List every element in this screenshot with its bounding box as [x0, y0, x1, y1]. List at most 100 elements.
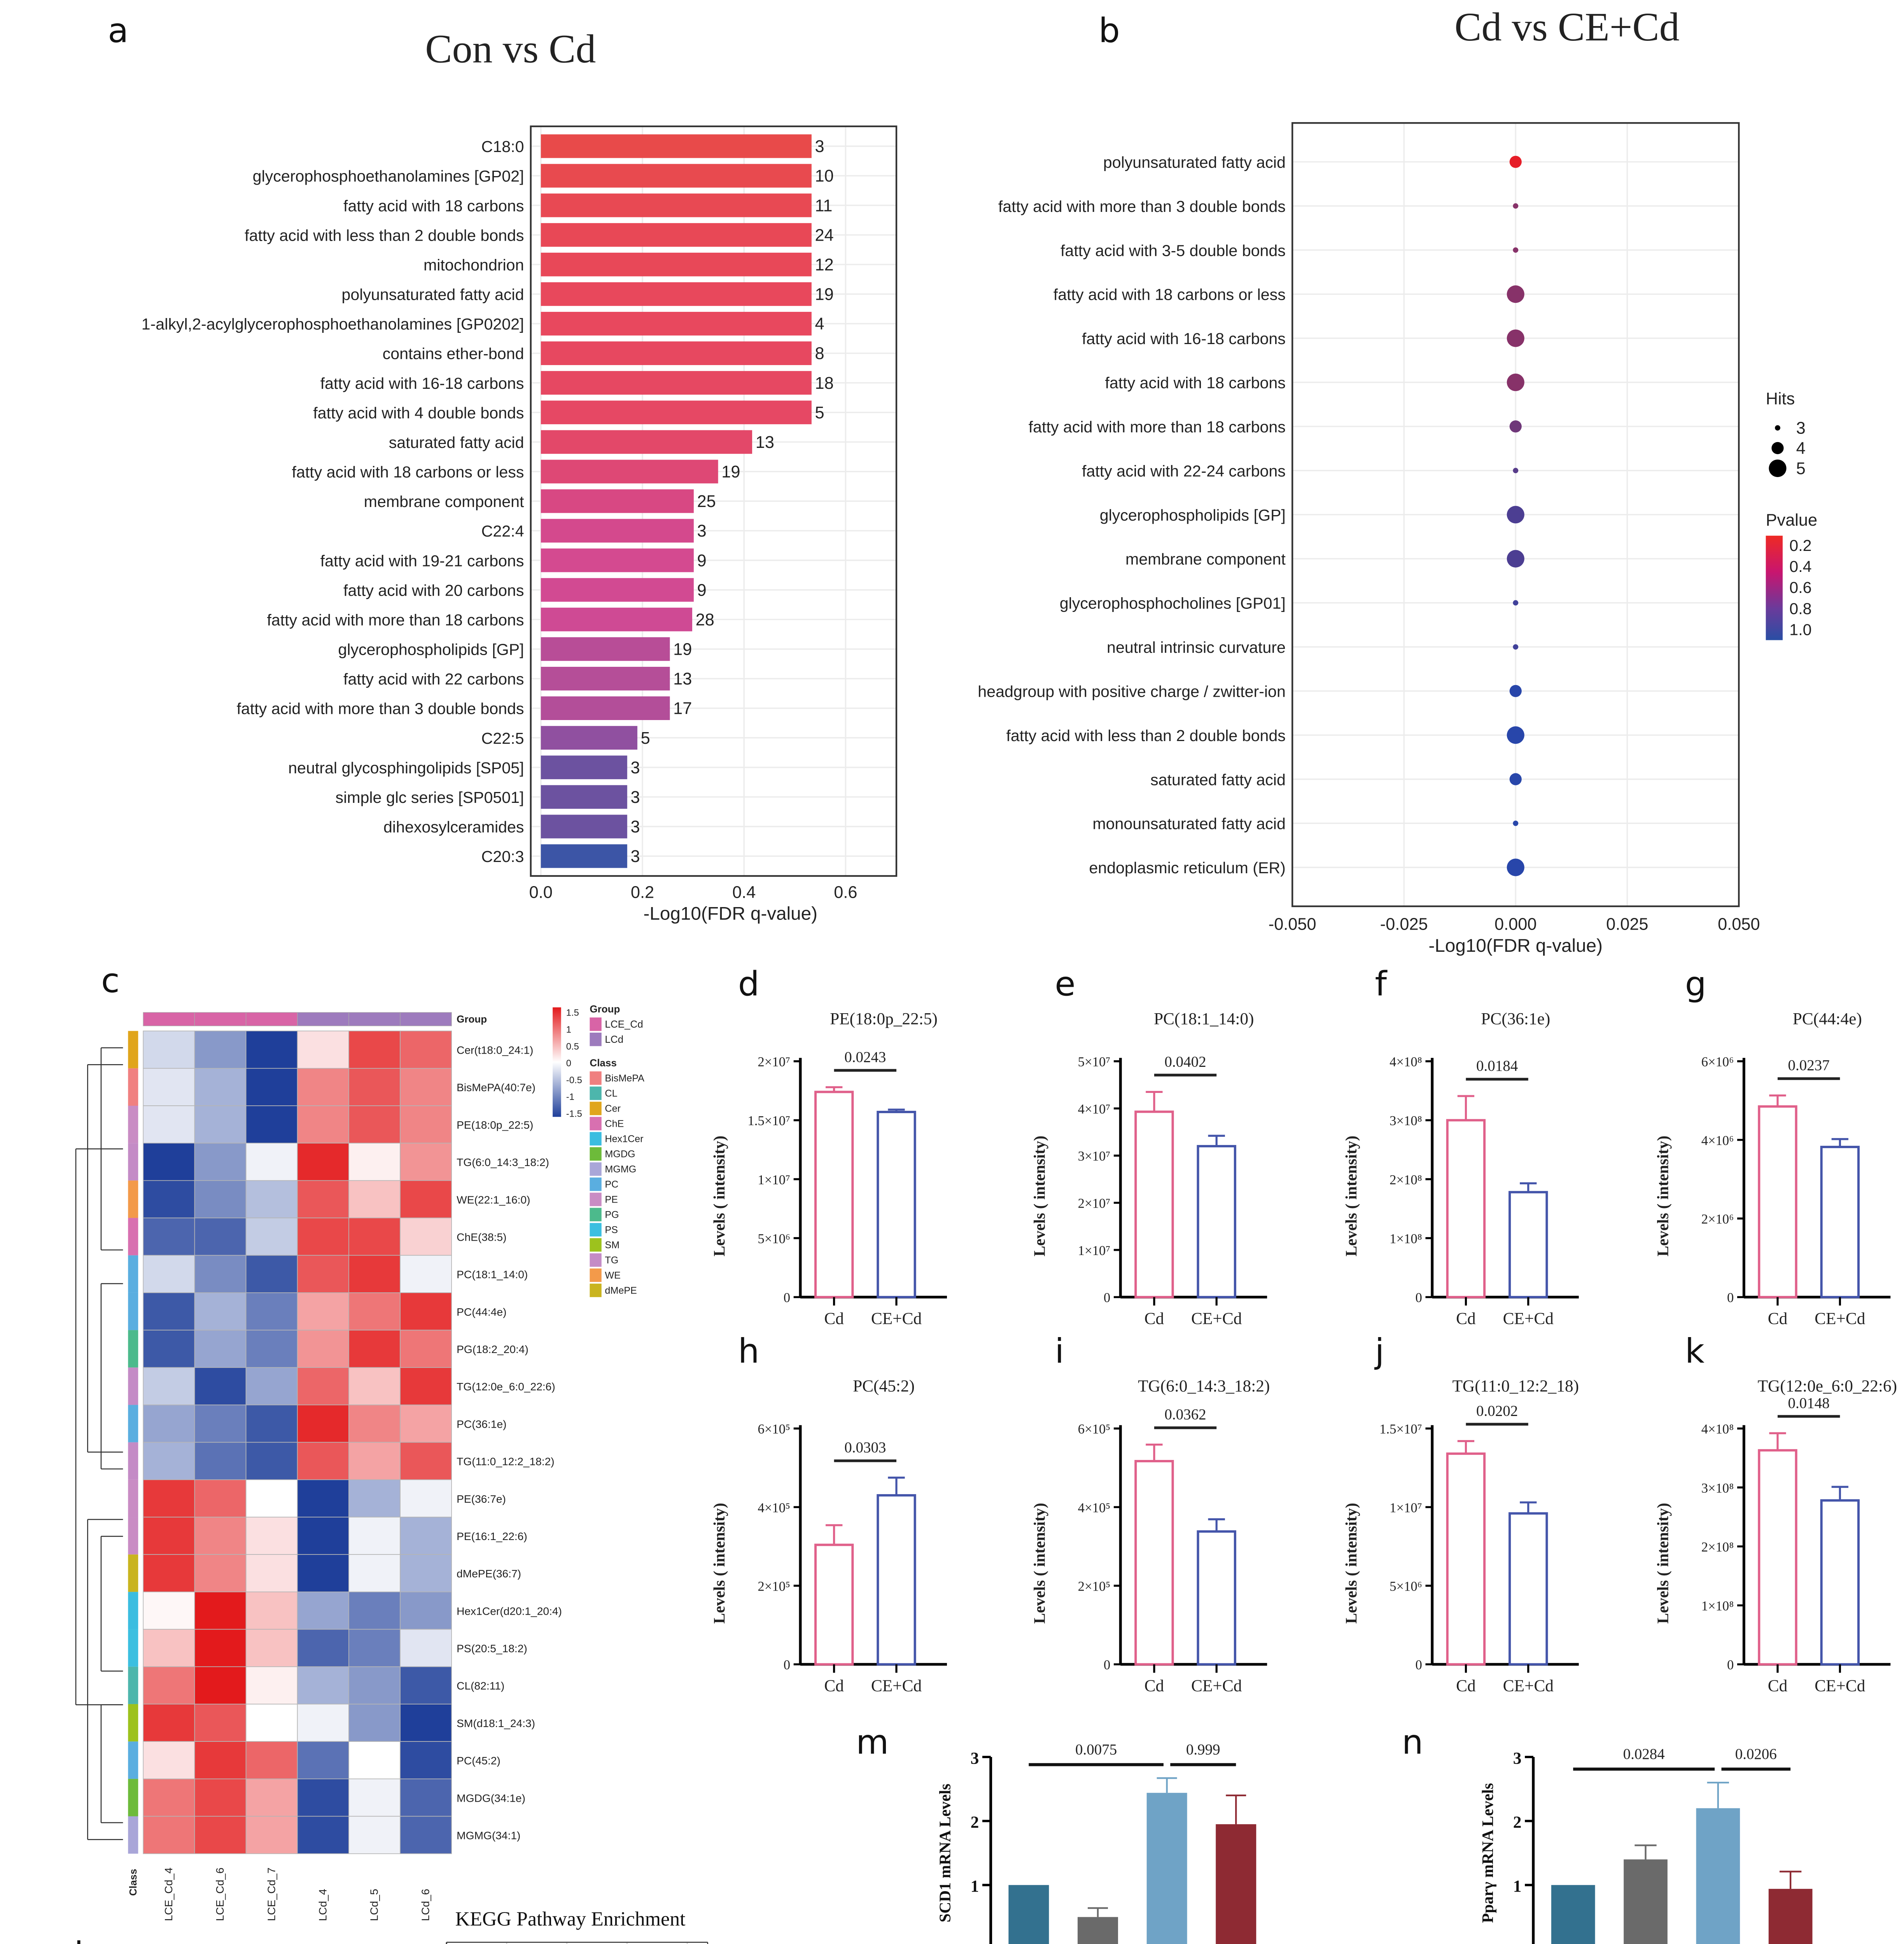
chart-l-kegg-dots: KEGG Pathway Enrichment0.0250.0500.0750.… — [446, 1908, 709, 1944]
heatmap-cell — [194, 1367, 247, 1406]
y-tick-label: 0 — [1415, 1658, 1422, 1673]
heatmap-cell — [348, 1442, 401, 1480]
bar — [1197, 1530, 1236, 1666]
y-tick-label: 0 — [784, 1658, 790, 1673]
legend-color-label: -0.5 — [566, 1075, 582, 1086]
heatmap-cell — [194, 1030, 247, 1069]
bar — [541, 785, 627, 809]
legend-class-label: CL — [605, 1088, 617, 1099]
heatmap-cell — [194, 1217, 247, 1256]
heatmap-cell — [400, 1068, 452, 1106]
heatmap-cell — [194, 1143, 247, 1181]
heatmap-cell — [297, 1816, 349, 1854]
bar-hits-label: 25 — [697, 492, 716, 511]
bar-hits-label: 4 — [815, 315, 824, 334]
legend-class-label: WE — [605, 1270, 620, 1281]
legend-size-label: 3 — [1796, 419, 1806, 438]
y-axis-label: Levels ( intensity) — [1030, 1136, 1048, 1257]
x-tick-label: CE+Cd — [1503, 1677, 1554, 1695]
bar — [1624, 1859, 1668, 1944]
row-label: PE(18:0p_22:5) — [457, 1119, 533, 1131]
heatmap-cell — [245, 1068, 298, 1106]
bar-hits-label: 17 — [673, 699, 692, 718]
bar — [541, 282, 812, 306]
panel-letter-d: d — [738, 963, 760, 1004]
chart-d-bar: PE(18:0p_22:5) 0 5×10⁶ 1×10⁷ 1.5×10⁷ 2×10⁷ Cd C… — [710, 1009, 947, 1328]
legend-class-label: TG — [605, 1255, 618, 1266]
heatmap-cell — [143, 1666, 195, 1704]
y-tick-label: 6×10⁵ — [1078, 1422, 1111, 1437]
chart-title: PC(36:1e) — [1481, 1009, 1550, 1028]
row-label: PE(16:1_22:6) — [457, 1530, 527, 1542]
bar-hits-label: 3 — [630, 759, 640, 777]
row-label: PE(36:7e) — [457, 1493, 506, 1505]
heatmap-cell — [194, 1255, 247, 1293]
panel-letter-n: n — [1402, 1722, 1423, 1762]
bar-hits-label: 19 — [815, 285, 834, 304]
class-annotation-cell — [128, 1554, 138, 1592]
chart-title: KEGG Pathway Enrichment — [455, 1908, 686, 1930]
heatmap-cell — [297, 1180, 349, 1218]
heatmap-cell — [143, 1778, 195, 1817]
y-category-label: polyunsaturated fatty acid — [341, 286, 524, 304]
bar — [1696, 1808, 1740, 1944]
heatmap-cell — [143, 1030, 195, 1069]
legend-color-label: 1 — [566, 1024, 571, 1035]
heatmap-cell — [245, 1704, 298, 1742]
heatmap-cell — [143, 1255, 195, 1293]
class-annotation-cell — [128, 1031, 138, 1068]
legend-class-swatch — [590, 1117, 602, 1131]
heatmap-cell — [348, 1741, 401, 1780]
y-tick-label: 0 — [1727, 1290, 1734, 1305]
y-tick-label: 3 — [1513, 1749, 1522, 1767]
heatmap-cell — [348, 1143, 401, 1181]
class-annotation-cell — [128, 1779, 138, 1816]
heatmap-cell — [400, 1741, 452, 1780]
heatmap-cell — [348, 1778, 401, 1817]
y-category-label: glycerophospholipids [GP] — [1100, 506, 1286, 524]
bar — [1820, 1499, 1860, 1666]
y-tick-label: 1 — [1513, 1877, 1522, 1896]
bar — [1758, 1449, 1797, 1666]
panel-letter-c: c — [101, 960, 120, 1001]
heatmap-cell — [297, 1105, 349, 1144]
legend-class-swatch — [590, 1268, 602, 1282]
heatmap-cell — [400, 1479, 452, 1517]
bar — [1216, 1824, 1256, 1944]
dot — [1509, 156, 1522, 168]
y-category-label: fatty acid with less than 2 double bonds — [245, 226, 524, 244]
panel-letter-a: a — [108, 10, 129, 51]
p-value-label: 0.0206 — [1735, 1746, 1777, 1762]
heatmap-cell — [400, 1704, 452, 1742]
heatmap-cell — [348, 1180, 401, 1218]
bar — [541, 548, 694, 572]
bar — [1146, 1793, 1187, 1944]
heatmap-cell — [143, 1554, 195, 1593]
legend-class-title: Class — [590, 1057, 616, 1069]
bar — [1508, 1512, 1548, 1666]
y-axis-label: Levels ( intensity) — [1030, 1503, 1048, 1624]
legend-size-dot — [1775, 425, 1780, 431]
heatmap-cell — [400, 1292, 452, 1330]
row-label: PC(18:1_14:0) — [457, 1269, 528, 1281]
heatmap-cell — [348, 1629, 401, 1667]
dot — [1509, 685, 1522, 697]
group-axis-label: Group — [457, 1013, 487, 1025]
column-label: LCE_Cd_7 — [265, 1867, 277, 1920]
p-value-label: 0.999 — [1186, 1741, 1220, 1758]
group-annotation-cell — [348, 1012, 401, 1026]
legend-class-swatch — [590, 1177, 602, 1191]
legend-color-bar — [553, 1007, 561, 1117]
heatmap-cell — [143, 1629, 195, 1667]
y-tick-label: 2×10⁸ — [1701, 1540, 1734, 1554]
x-tick-label: Cd — [824, 1309, 844, 1328]
y-tick-label: 0 — [1513, 1941, 1522, 1944]
class-annotation-cell — [128, 1255, 138, 1293]
heatmap-cell — [348, 1030, 401, 1069]
bar — [541, 637, 670, 661]
legend-color-label: -1 — [566, 1092, 574, 1102]
dot — [1513, 247, 1519, 253]
y-axis-label: SCD1 mRNA Levels — [936, 1784, 954, 1923]
dot — [1507, 329, 1524, 347]
